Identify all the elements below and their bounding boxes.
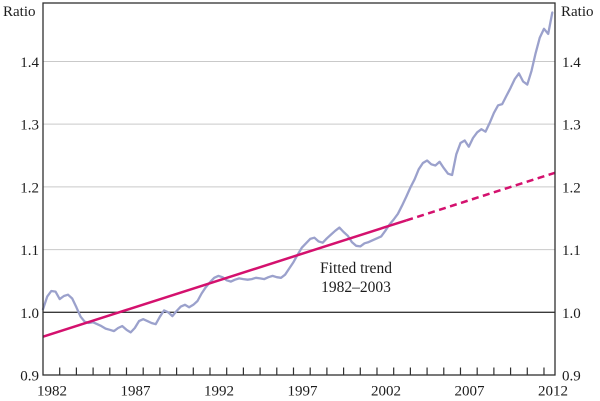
tick-layer [59, 367, 545, 375]
y-tick-label-right: 1.1 [562, 243, 581, 259]
x-tick-label: 1992 [204, 384, 234, 400]
axis-label-layer: 0.9 0.9 1.0 1.0 1.1 1.1 1.2 1.2 1.3 1.3 1.4 1.4 1982… [20, 55, 581, 400]
trend-annotation-line1: Fitted trend [320, 260, 392, 277]
series-layer [41, 11, 556, 338]
x-tick-label: 2012 [538, 384, 568, 400]
y-tick-label-left: 1.2 [20, 180, 39, 196]
grid-layer [43, 60, 555, 313]
trend-annotation-line2: 1982–2003 [321, 279, 391, 296]
y-tick-label-right: 1.2 [562, 180, 581, 196]
y-tick-label-left: 1.1 [20, 243, 39, 259]
y-axis-title-left: Ratio [3, 4, 36, 20]
y-tick-label-left: 1.4 [20, 55, 39, 71]
plot-frame [42, 2, 556, 376]
y-axis-title-right: Ratio [561, 4, 594, 20]
y-tick-label-left: 0.9 [20, 369, 39, 385]
y-tick-label-right: 1.3 [562, 118, 581, 134]
x-tick-label: 1987 [121, 384, 152, 400]
y-tick-label-right: 0.9 [562, 369, 581, 385]
fitted-trend-solid [42, 219, 407, 338]
x-tick-label: 2007 [454, 384, 485, 400]
y-tick-label-left: 1.0 [20, 306, 39, 322]
y-tick-label-right: 1.0 [562, 306, 581, 322]
y-tick-label-right: 1.4 [562, 55, 581, 71]
x-tick-label: 1997 [288, 384, 319, 400]
x-tick-label: 1982 [37, 384, 67, 400]
x-tick-label: 2002 [371, 384, 401, 400]
ratio-series-line [41, 11, 554, 334]
y-tick-label-left: 1.3 [20, 118, 39, 134]
fitted-trend-dashed [405, 171, 556, 222]
